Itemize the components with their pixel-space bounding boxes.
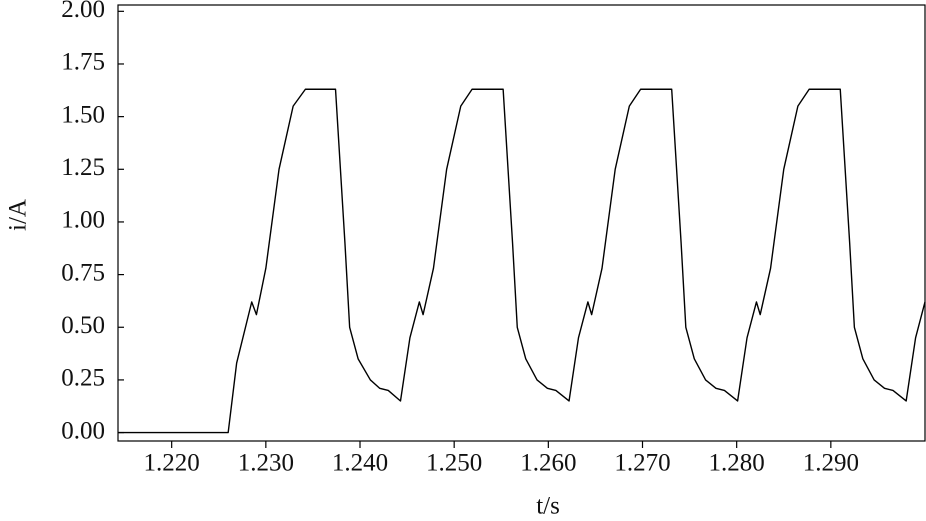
x-tick-label: 1.220 xyxy=(144,450,200,477)
x-tick-label: 1.230 xyxy=(238,450,294,477)
y-tick-label: 1.25 xyxy=(61,154,105,181)
y-tick-label: 0.25 xyxy=(61,365,105,392)
y-tick-label: 1.00 xyxy=(61,207,105,234)
x-axis-title: t/s xyxy=(536,493,560,520)
y-tick-label: 0.50 xyxy=(61,312,105,339)
x-tick-label: 1.280 xyxy=(709,450,765,477)
y-tick-label: 1.75 xyxy=(61,49,105,76)
x-tick-label: 1.250 xyxy=(426,450,482,477)
y-tick-label: 2.00 xyxy=(61,0,105,23)
y-tick-label: 1.50 xyxy=(61,101,105,128)
y-tick-label: 0.75 xyxy=(61,259,105,286)
x-tick-label: 1.290 xyxy=(803,450,859,477)
line xyxy=(118,88,926,434)
x-tick-label: 1.240 xyxy=(332,450,388,477)
y-axis-title: i/A xyxy=(5,199,32,231)
x-tick-label: 1.260 xyxy=(520,450,576,477)
x-tick-label: 1.270 xyxy=(614,450,670,477)
plot-frame xyxy=(117,4,926,442)
y-tick-label: 0.00 xyxy=(61,417,105,444)
